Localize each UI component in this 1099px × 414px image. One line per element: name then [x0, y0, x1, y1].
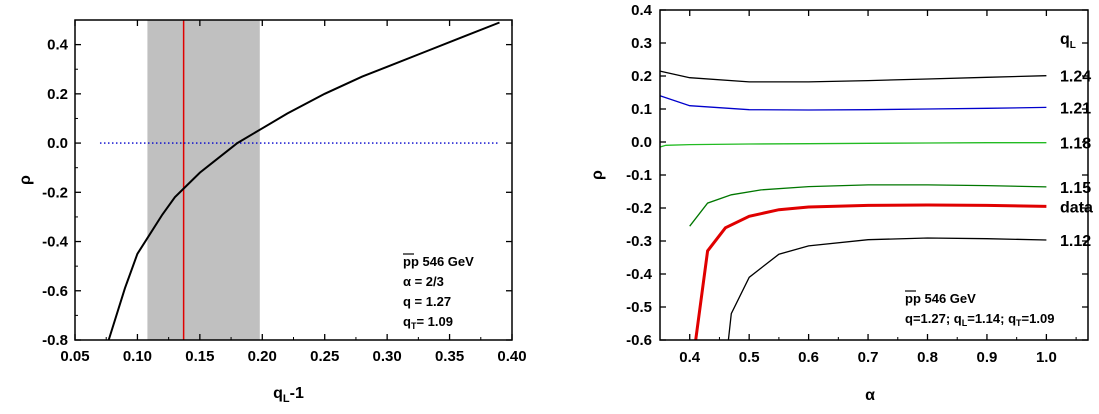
right-curve-label-1.21: 1.21 [1060, 100, 1091, 117]
right-x-tick-label: 0.5 [739, 349, 760, 366]
left-chart: 0.05 0.10 0.15 0.20 0.25 0.30 0.35 0.40 -0.8-0.… [17, 19, 527, 405]
right-curve-1.24 [659, 70, 1047, 83]
left-x-tick-label: 0.20 [248, 348, 277, 365]
right-y-axis-label: ρ [589, 170, 606, 180]
right-y-tick-label: 0.0 [631, 134, 652, 151]
left-x-tick-label: 0.05 [60, 348, 89, 365]
right-x-tick-label: 1.0 [1036, 349, 1057, 366]
left-y-axis-label: ρ [17, 175, 34, 185]
left-y-tick-label: 0.4 [47, 37, 69, 54]
right-y-tick-label: 0.2 [631, 68, 652, 85]
left-y-tick-label: -0.6 [42, 283, 68, 300]
right-x-tick-label: 0.8 [917, 349, 938, 366]
left-x-tick-label: 0.40 [497, 348, 526, 365]
left-x-tick-label: 0.15 [185, 348, 214, 365]
left-annotation-line4-rest: = 1.09 [416, 314, 453, 329]
left-x-ticks: 0.05 0.10 0.15 0.20 0.25 0.30 0.35 0.40 [60, 20, 527, 365]
right-legend-title: qL [1060, 31, 1076, 51]
right-y-tick-label: -0.6 [626, 332, 652, 349]
right-curve-label-1.15: 1.15 [1060, 180, 1091, 197]
left-y-ticks: -0.8 -0.6 -0.4 -0.2 0.0 0.2 0.4 [42, 37, 512, 349]
right-curve-data [694, 203, 1047, 341]
left-annotation-line1: pp 546 GeV [403, 254, 474, 269]
right-x-ticks: 0.4 0.5 0.6 0.7 0.8 0.9 1.0 [679, 10, 1077, 366]
right-y-tick-label: -0.4 [626, 266, 653, 283]
left-y-tick-label: 0.2 [47, 86, 68, 103]
right-x-tick-label: 0.4 [679, 349, 701, 366]
left-y-tick-label: 0.0 [47, 135, 68, 152]
right-curve-1.21 [659, 95, 1047, 111]
right-chart: 0.4 0.5 0.6 0.7 0.8 0.9 1.0 -0.6-0.5-0.4-0.3-0… [589, 2, 1093, 404]
left-annotation-line4-sub: T [411, 321, 417, 331]
left-x-axis-label: qL-1 [273, 385, 304, 405]
right-curve-1.12 [727, 237, 1047, 341]
right-annotation-q: q [954, 311, 962, 326]
left-y-tick-label: -0.2 [42, 184, 68, 201]
right-y-tick-label: -0.2 [626, 200, 652, 217]
left-x-tick-label: 0.30 [373, 348, 402, 365]
right-y-tick-label: -0.5 [626, 299, 652, 316]
right-curve-label-1.18: 1.18 [1060, 136, 1091, 153]
left-y-tick-label: -0.8 [42, 332, 68, 349]
right-annotation-q: q [1008, 311, 1016, 326]
left-curve-0 [107, 21, 500, 341]
right-annotation-line1: pp 546 GeV [905, 291, 976, 306]
right-legend-title-q: q [1060, 31, 1070, 48]
left-annotation-line3: q = 1.27 [403, 294, 451, 309]
left-uncertainty-band [147, 20, 260, 340]
right-x-tick-label: 0.9 [977, 349, 998, 366]
right-curve-label-1.12: 1.12 [1060, 233, 1091, 250]
right-curve-label-1.24: 1.24 [1060, 69, 1091, 86]
right-annotation: pp 546 GeV q=1.27; qL=1.14; qT=1.09 [905, 290, 1054, 328]
left-annotation-line4-q: q [403, 314, 411, 329]
right-x-tick-label: 0.6 [798, 349, 819, 366]
right-curve-labels: 1.24 1.21 1.18 1.15 data 1.12 [1060, 69, 1093, 250]
right-x-tick-label: 0.7 [858, 349, 879, 366]
left-x-tick-label: 0.35 [435, 348, 464, 365]
right-y-tick-label: 0.4 [631, 2, 653, 19]
right-y-tick-label: -0.1 [626, 167, 652, 184]
right-y-ticks: -0.6 -0.5 -0.4 -0.3 -0.2 -0.1 0.0 0.1 0.2 0.3 0.4 [626, 2, 1088, 349]
right-legend-title-sub: L [1070, 40, 1076, 51]
right-y-tick-label: -0.3 [626, 233, 652, 250]
right-annotation-subscript: L [962, 318, 968, 328]
left-annotation: pp 546 GeV α = 2/3 q = 1.27 qT= 1.09 [403, 253, 474, 331]
left-annotation-line2: α = 2/3 [403, 274, 444, 289]
right-y-tick-label: 0.1 [631, 101, 652, 118]
left-annotation-line4: qT= 1.09 [403, 314, 453, 331]
right-curve-1.18 [659, 142, 1047, 148]
left-x-tick-label: 0.25 [310, 348, 339, 365]
right-plot-frame [659, 9, 1089, 341]
right-series-group [659, 70, 1047, 341]
left-series-group [107, 21, 500, 341]
right-curve-label-data: data [1060, 199, 1093, 216]
right-annotation-text: q=1.27; [905, 311, 954, 326]
right-y-tick-label: 0.3 [631, 35, 652, 52]
left-x-tick-label: 0.10 [123, 348, 152, 365]
right-annotation-line2: q=1.27; qL=1.14; qT=1.09 [905, 311, 1054, 328]
right-annotation-text: =1.14; [967, 311, 1008, 326]
left-y-tick-label: -0.4 [42, 234, 69, 251]
right-annotation-subscript: T [1016, 318, 1022, 328]
left-plot-frame [74, 19, 513, 341]
right-annotation-text: =1.09 [1022, 311, 1055, 326]
right-x-axis-label: α [865, 387, 875, 404]
right-curve-1.15 [689, 184, 1047, 227]
